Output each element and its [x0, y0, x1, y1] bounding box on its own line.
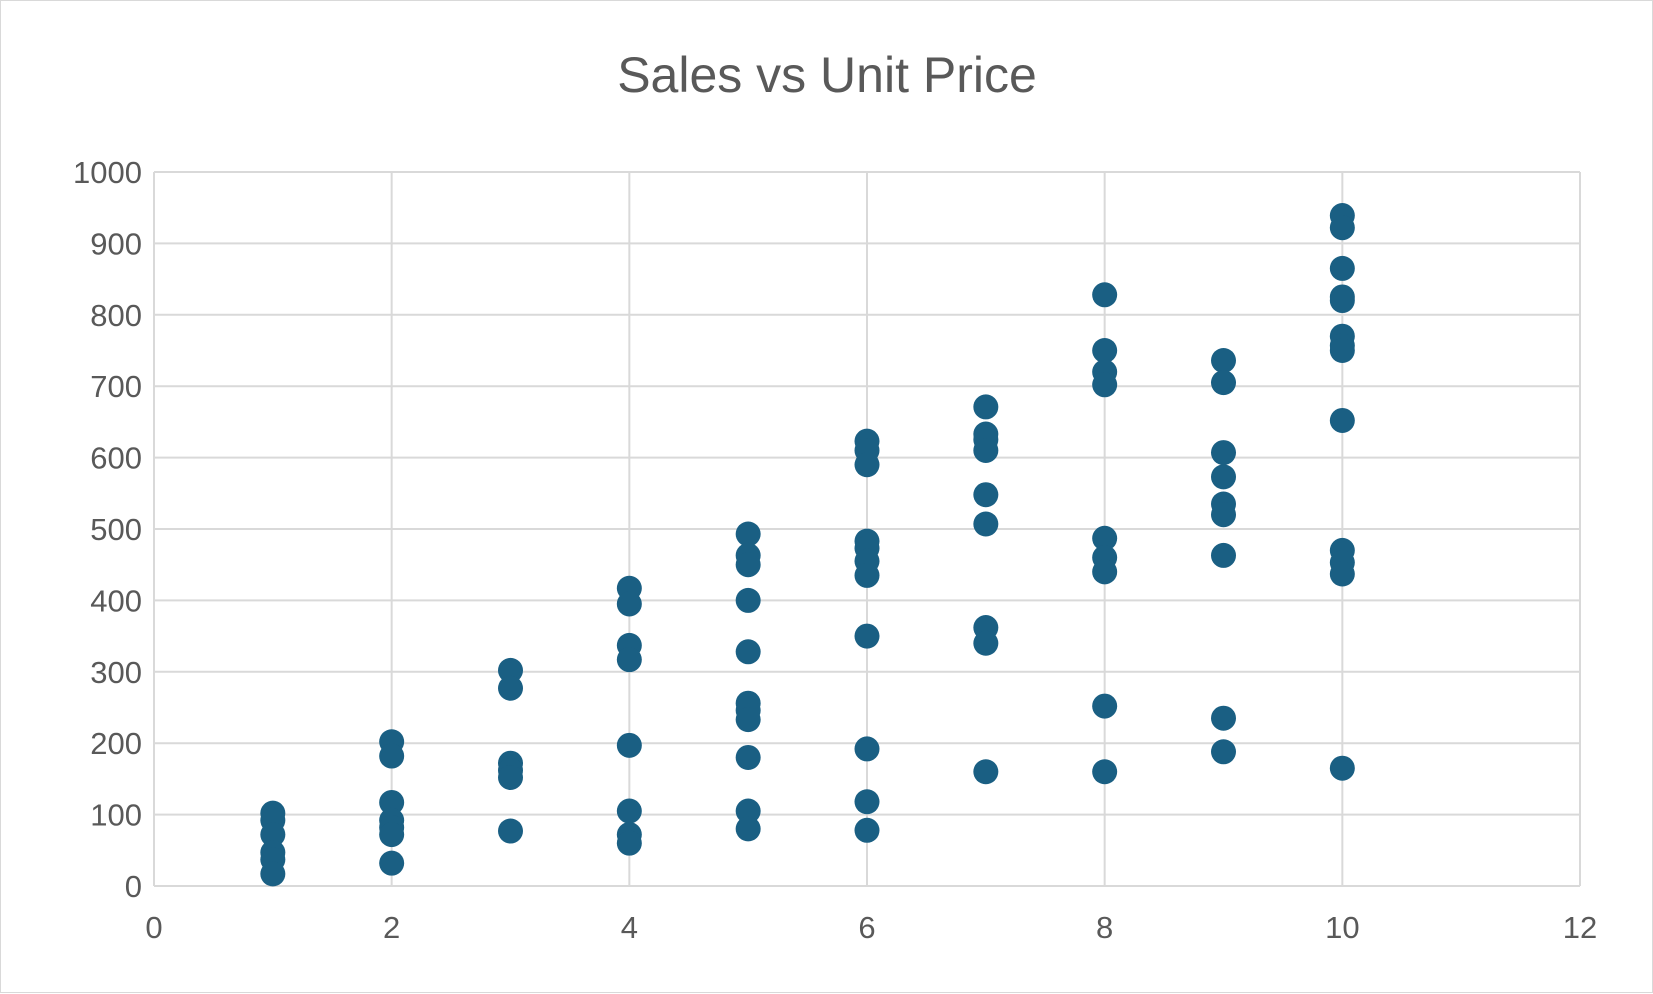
y-tick-label: 200	[90, 726, 142, 761]
data-point	[1329, 255, 1355, 281]
data-point	[1092, 559, 1118, 585]
y-tick-label: 600	[90, 441, 142, 476]
data-point	[1211, 440, 1236, 466]
data-point	[854, 562, 880, 588]
data-point	[854, 736, 880, 762]
data-point	[379, 850, 405, 876]
data-point	[973, 630, 999, 656]
x-tick-label: 2	[383, 910, 400, 945]
data-point	[735, 552, 761, 578]
chart-title: Sales vs Unit Price	[617, 47, 1037, 103]
data-point	[854, 623, 880, 649]
data-point	[735, 707, 761, 733]
data-point	[379, 822, 405, 848]
data-point	[973, 482, 999, 508]
x-tick-label: 0	[145, 910, 162, 945]
axes	[153, 172, 1580, 887]
data-point	[1092, 693, 1118, 719]
y-tick-label: 500	[90, 512, 142, 547]
y-tick-label: 700	[90, 369, 142, 404]
data-point	[1211, 370, 1236, 396]
data-point	[616, 798, 642, 824]
data-point	[1329, 755, 1355, 781]
data-point	[498, 764, 523, 790]
data-point	[1211, 464, 1236, 490]
data-point	[735, 816, 761, 842]
data-point	[854, 452, 880, 478]
y-tick-label: 300	[90, 655, 142, 690]
data-point	[616, 732, 642, 758]
data-point	[854, 817, 880, 843]
data-point	[1329, 288, 1355, 314]
data-point	[1329, 407, 1355, 433]
data-point	[616, 647, 642, 673]
y-tick-label: 1000	[73, 155, 142, 190]
data-point	[1211, 542, 1236, 568]
data-point	[616, 830, 642, 856]
data-point	[973, 437, 999, 463]
data-point	[735, 587, 761, 613]
data-point	[1329, 215, 1355, 241]
data-point	[973, 759, 999, 785]
y-tick-label: 100	[90, 798, 142, 833]
x-tick-label: 12	[1563, 910, 1597, 945]
data-point	[260, 822, 286, 848]
data-point	[498, 675, 523, 701]
data-point	[973, 511, 999, 537]
data-point	[498, 657, 523, 683]
data-point	[735, 744, 761, 770]
data-point	[735, 521, 761, 547]
x-tick-label: 10	[1325, 910, 1359, 945]
data-point	[1211, 347, 1236, 373]
data-point	[1092, 759, 1118, 785]
data-point	[1092, 338, 1118, 363]
data-point	[973, 394, 999, 420]
data-point	[379, 743, 405, 769]
y-tick-label: 0	[125, 869, 142, 904]
data-point	[1092, 282, 1118, 308]
y-tick-label: 800	[90, 298, 142, 333]
data-point	[1092, 372, 1118, 398]
data-point	[1211, 502, 1236, 528]
data-point	[1211, 739, 1236, 765]
data-point	[1329, 338, 1355, 363]
data-point	[854, 789, 880, 815]
y-tick-label: 400	[90, 583, 142, 618]
x-tick-label: 8	[1096, 910, 1113, 945]
data-point	[735, 639, 761, 665]
data-point	[616, 591, 642, 617]
data-point	[1329, 561, 1355, 587]
data-point	[379, 789, 405, 815]
x-tick-label: 6	[858, 910, 875, 945]
data-point	[735, 798, 761, 824]
data-point	[1092, 525, 1118, 551]
y-tick-label: 900	[90, 226, 142, 261]
x-tick-label: 4	[621, 910, 638, 945]
data-points	[260, 203, 1355, 887]
data-point	[1211, 705, 1236, 731]
tick-labels: 0 100 200 300 400 500 600 700 800 900 1000 0 2 4 6 8 10 1…	[73, 155, 1597, 945]
data-point	[260, 861, 286, 887]
data-point	[498, 818, 523, 844]
